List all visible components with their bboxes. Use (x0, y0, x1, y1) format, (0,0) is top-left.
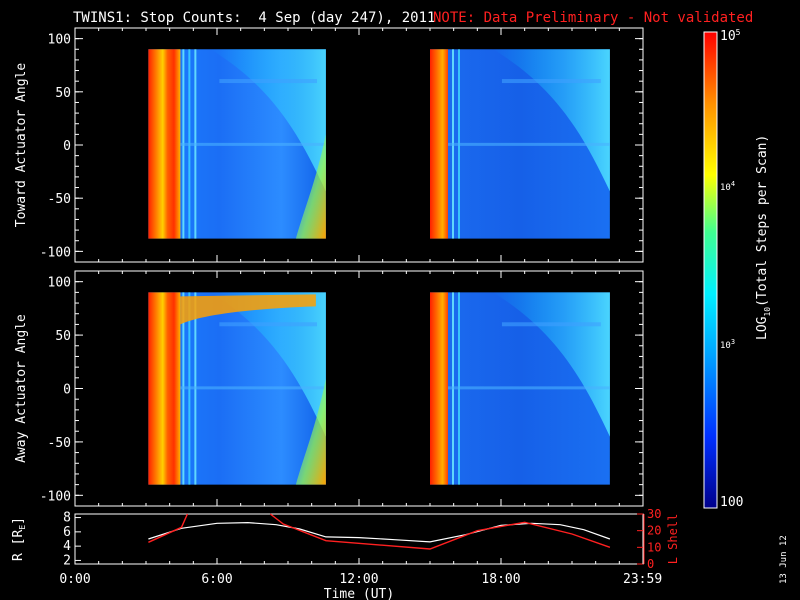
heatmap-band-zero (448, 142, 610, 146)
y-tick-label: 100 (48, 276, 71, 291)
heatmap-warm-edge (430, 49, 448, 239)
heatmap-warm-corner (295, 134, 326, 239)
colorbar-tick-1e3: 103 (720, 338, 735, 351)
orbit-y2-tick-label: 0 (647, 557, 654, 571)
heatmap-block-toward-2 (430, 49, 610, 239)
heatmap-cyan-region (210, 292, 326, 437)
orbit-y-tick-label: 2 (63, 553, 71, 568)
heatmap-band-upper (501, 79, 601, 84)
colorbar-gradient (703, 31, 718, 509)
colorbar-label: LOG10(Total Steps per Scan) (755, 135, 772, 340)
y-tick-label: 0 (63, 383, 71, 398)
panel-away: 100 50 0 -50 -100 Away Actuator Angle (14, 270, 644, 507)
heatmap-band-upper (501, 322, 601, 327)
y-axis-label: Away Actuator Angle (14, 314, 29, 463)
heatmap-band-zero (180, 386, 326, 390)
y-tick-label: 50 (55, 86, 71, 101)
y-tick-label: -100 (40, 489, 71, 504)
heatmap-block-away-2 (430, 292, 610, 485)
x-axis-label: Time (UT) (324, 587, 394, 600)
series-lshell-line-1 (148, 513, 189, 543)
heatmap-block-toward-1 (148, 49, 326, 239)
orbit-y-tick-label: 6 (63, 525, 71, 540)
orbit-y-tick-label: 8 (63, 511, 71, 526)
heatmap-band-zero (180, 142, 326, 146)
heatmap-block-away-1 (148, 292, 326, 485)
x-tick-label: 0:00 (59, 572, 90, 587)
y-tick-label: 0 (63, 139, 71, 154)
orbit-y2-label: L Shell (666, 514, 680, 565)
y-axis-label: Toward Actuator Angle (14, 63, 29, 228)
orbit-frame (74, 513, 644, 565)
x-tick-label: 23:59 (623, 572, 662, 587)
heatmap-band-upper (219, 79, 317, 84)
orbit-y2-tick-label: 30 (647, 507, 661, 521)
orbit-y2-tick-label: 20 (647, 524, 661, 538)
x-tick-label: 12:00 (339, 572, 378, 587)
colorbar: 105 104 103 100 LOG10(Total Steps per Sc… (703, 28, 772, 510)
heatmap-band-upper (219, 322, 317, 327)
y-tick-label: -50 (48, 436, 71, 451)
x-tick-label: 18:00 (481, 572, 520, 587)
y-tick-label: 100 (48, 33, 71, 48)
heatmap-warm-corner (295, 378, 326, 485)
colorbar-tick-100: 100 (720, 495, 743, 510)
preliminary-note: NOTE: Data Preliminary - Not validated (433, 10, 753, 26)
heatmap-band-zero (448, 386, 610, 390)
heatmap-warm-top-band (180, 294, 316, 325)
heatmap-warm-edge (148, 292, 181, 485)
orbit-y-tick-label: 4 (63, 539, 71, 554)
y-tick-label: -50 (48, 192, 71, 207)
y-tick-label: 50 (55, 329, 71, 344)
heatmap-cyan-region (492, 292, 610, 437)
heatmap-warm-edge (148, 49, 181, 239)
heatmap-warm-edge (430, 292, 448, 485)
panel-toward: 100 50 0 -50 -100 Toward Actuator Angle (14, 27, 644, 263)
heatmap-cyan-region (210, 49, 326, 192)
y-tick-label: -100 (40, 245, 71, 260)
plot-title: TWINS1: Stop Counts: 4 Sep (day 247), 20… (73, 10, 435, 26)
colorbar-tick-1e4: 104 (720, 180, 735, 193)
x-tick-label: 6:00 (201, 572, 232, 587)
orbit-y2-tick-label: 10 (647, 540, 661, 554)
series-lshell-line-2 (269, 513, 611, 550)
colorbar-tick-1e5: 105 (720, 28, 741, 44)
heatmap-cyan-region (492, 49, 610, 192)
series-r-line (148, 521, 611, 543)
date-stamp: 13 Jun 12 (779, 535, 789, 584)
orbit-y-label: R [RE] (11, 517, 27, 561)
